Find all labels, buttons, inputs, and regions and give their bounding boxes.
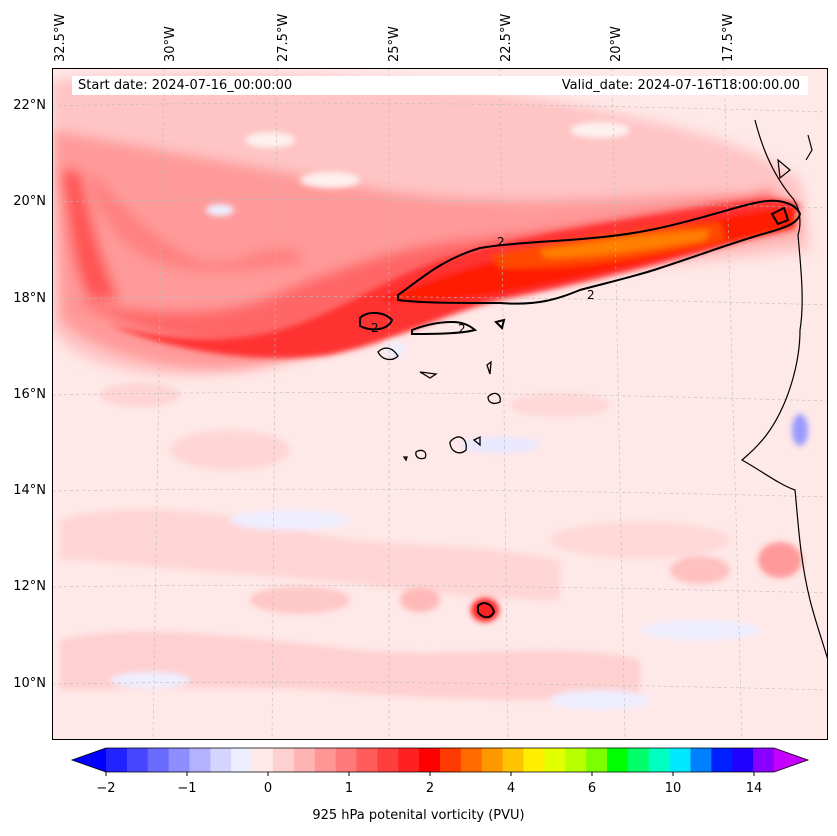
colorbar-cell (273, 748, 295, 772)
lat-label-10N: 10°N (13, 676, 46, 691)
lat-label-22N: 22°N (13, 98, 46, 113)
colorbar-cell (607, 748, 629, 772)
contour-label-4: 2 (458, 322, 466, 336)
colorbar-cell (168, 748, 190, 772)
colorbar-cell (732, 748, 754, 772)
colorbar (70, 747, 810, 776)
lat-label-20N: 20°N (13, 194, 46, 209)
lat-label-12N: 12°N (13, 579, 46, 594)
colorbar-cell (398, 748, 420, 772)
colorbar-cell (565, 748, 587, 772)
lat-label-16N: 16°N (13, 387, 46, 402)
start-date: Start date: 2024-07-16_00:00:00 (78, 78, 293, 93)
info-bar: Start date: 2024-07-16_00:00:00 Valid_da… (72, 76, 808, 95)
lat-label-14N: 14°N (13, 483, 46, 498)
colorbar-cell (314, 748, 337, 772)
colorbar-cell (189, 748, 211, 772)
colorbar-cell (440, 748, 462, 772)
lon-label-32.5W: 32.5°W (53, 13, 68, 62)
cb-tick-minus1: −1 (177, 781, 197, 796)
colorbar-cell (126, 748, 149, 772)
valid-date: Valid_date: 2024-07-16T18:00:00.00 (561, 78, 800, 93)
contour-label-3: 2 (371, 321, 379, 335)
pv-field-core (110, 122, 800, 622)
lon-label-22.5W: 22.5°W (499, 13, 514, 62)
colorbar-cell (293, 748, 316, 772)
contour-label-2: 2 (587, 288, 595, 302)
colorbar-extend-low (72, 748, 106, 772)
colorbar-cell (419, 748, 441, 772)
cb-tick-4: 4 (506, 781, 516, 796)
contour-label-1: 2 (497, 235, 505, 249)
colorbar-cell (523, 748, 545, 772)
lat-label-18N: 18°N (13, 291, 46, 306)
lon-label-27.5W: 27.5°W (276, 13, 291, 62)
lon-label-25W: 25°W (387, 26, 402, 62)
pv-map: 2 2 2 2 (52, 68, 828, 740)
cb-tick-14: 14 (745, 781, 763, 796)
colorbar-cell (648, 748, 671, 772)
colorbar-cell (252, 748, 274, 772)
pv-field-weak (60, 383, 808, 710)
colorbar-cell (711, 748, 733, 772)
colorbar-cell (356, 748, 378, 772)
cb-tick-1: 1 (344, 781, 354, 796)
colorbar-ticks (105, 772, 755, 776)
colorbar-cell (377, 748, 399, 772)
map-frame (52, 68, 828, 740)
pv-contour-2 (359, 199, 802, 619)
colorbar-cell (106, 748, 128, 772)
colorbar-cell (502, 748, 524, 772)
colorbar-cell (627, 748, 650, 772)
colorbar-cell (231, 748, 253, 772)
colorbar-cell (481, 748, 504, 772)
islands (377, 347, 501, 462)
cb-tick-6: 6 (587, 781, 597, 796)
lon-label-30W: 30°W (163, 26, 178, 62)
cb-tick-minus2: −2 (96, 781, 116, 796)
coastline (740, 119, 828, 661)
colorbar-cell (586, 748, 608, 772)
lon-label-17.5W: 17.5°W (721, 13, 736, 62)
colorbar-cell (147, 748, 170, 772)
colorbar-cells (70, 747, 810, 773)
cb-tick-0: 0 (263, 781, 273, 796)
colorbar-extend-high (774, 748, 808, 772)
colorbar-cell (544, 748, 566, 772)
graticule (52, 68, 828, 740)
cb-tick-10: 10 (664, 781, 682, 796)
colorbar-cell (753, 748, 775, 772)
colorbar-cell (669, 748, 691, 772)
colorbar-cell (210, 748, 232, 772)
lon-label-20W: 20°W (609, 26, 624, 62)
colorbar-cell (690, 748, 712, 772)
colorbar-cell (460, 748, 483, 772)
cb-tick-2: 2 (425, 781, 435, 796)
colorbar-title: 925 hPa potenital vorticity (PVU) (312, 808, 525, 823)
colorbar-cell (335, 748, 357, 772)
